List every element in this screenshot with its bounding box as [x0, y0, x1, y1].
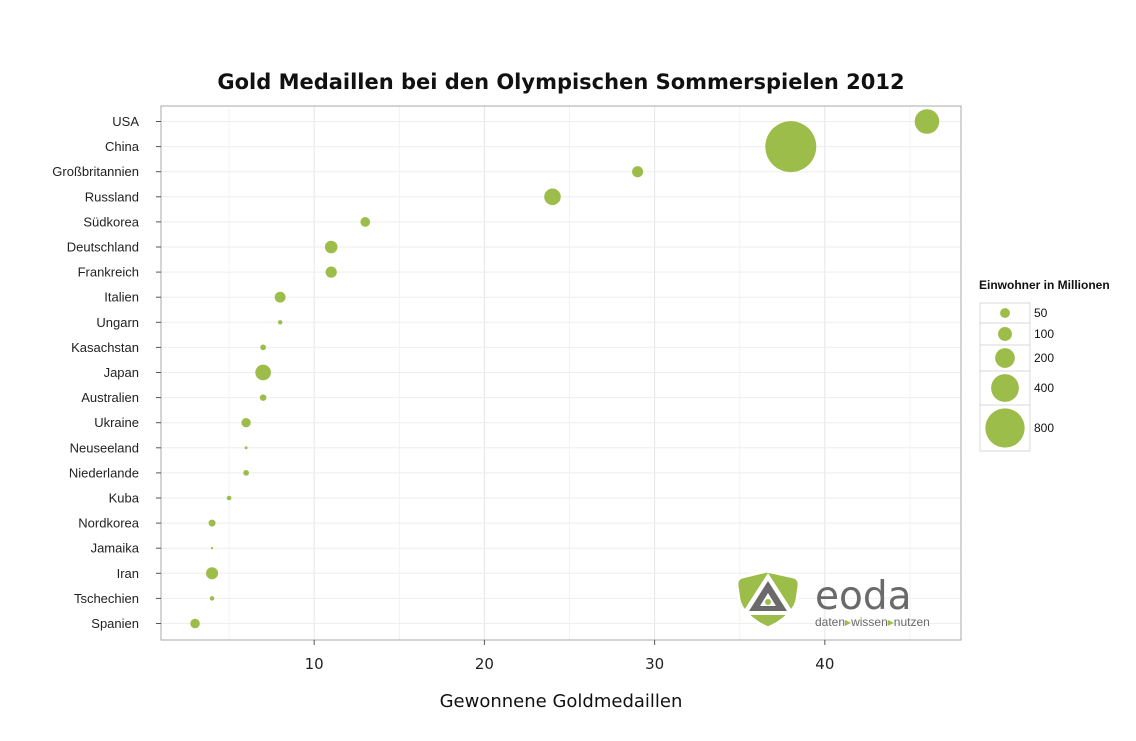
data-point	[914, 109, 940, 134]
legend-circle	[985, 408, 1025, 448]
data-point	[243, 470, 249, 476]
legend-label: 50	[1034, 306, 1048, 320]
data-point	[190, 618, 200, 629]
data-point	[765, 121, 817, 173]
data-point	[210, 547, 214, 550]
y-tick-label: Ukraine	[94, 415, 139, 430]
eoda-logo-mark	[735, 569, 801, 630]
data-point	[206, 567, 219, 580]
data-point	[544, 188, 561, 206]
data-point	[208, 519, 216, 527]
data-point	[226, 495, 232, 501]
legend-title: Einwohner in Millionen	[979, 278, 1110, 292]
y-tick-label: Tschechien	[74, 591, 139, 606]
y-tick-label: Kuba	[109, 491, 140, 506]
y-tick-label: Australien	[81, 390, 139, 405]
legend-circle	[998, 327, 1012, 341]
y-tick-label: Südkorea	[83, 214, 139, 229]
size-legend: Einwohner in Millionen 50 100 200 400 800	[979, 278, 1110, 452]
y-tick-label: Russland	[85, 189, 139, 204]
y-tick-label: Neuseeland	[70, 440, 139, 455]
y-tick-label: USA	[112, 114, 139, 129]
y-tick-label: Spanien	[91, 616, 139, 631]
y-tick-label: Frankreich	[78, 265, 139, 280]
x-axis-label: Gewonnene Goldmedaillen	[440, 691, 683, 712]
legend-circle	[991, 374, 1019, 402]
y-tick-label: Italien	[104, 290, 139, 305]
data-point	[244, 446, 248, 450]
logo-wordmark: eoda	[815, 574, 912, 619]
y-tick-label: China	[105, 139, 140, 154]
chart-title: Gold Medaillen bei den Olympischen Somme…	[217, 70, 904, 94]
data-point	[324, 240, 338, 254]
data-point	[255, 364, 271, 381]
x-axis: 10 20 30 40	[305, 640, 834, 673]
legend-label: 400	[1034, 381, 1054, 395]
data-point	[260, 344, 266, 351]
logo-tagline-nutzen: nutzen	[894, 615, 930, 629]
y-tick-label: Jamaika	[91, 541, 140, 556]
y-tick-label: Japan	[104, 365, 139, 380]
x-tick-label: 30	[645, 655, 664, 673]
data-point	[360, 217, 371, 227]
x-tick-label: 10	[305, 655, 324, 673]
y-tick-label: Deutschland	[67, 240, 139, 255]
legend-circle	[995, 348, 1015, 368]
logo-tagline: daten▸wissen▸nutzen	[815, 615, 930, 629]
data-point	[274, 291, 286, 303]
data-point	[325, 266, 337, 278]
data-point	[632, 166, 644, 178]
legend-circle	[1000, 308, 1010, 318]
y-tick-label: Iran	[117, 566, 139, 581]
grid	[161, 106, 961, 640]
y-tick-label: Ungarn	[96, 315, 139, 330]
x-tick-label: 40	[815, 655, 834, 673]
y-tick-label: Niederlande	[69, 465, 139, 480]
legend-label: 800	[1034, 421, 1054, 435]
logo-tagline-daten: daten	[815, 615, 845, 629]
y-tick-label: Nordkorea	[78, 516, 139, 531]
y-tick-label: Kasachstan	[71, 340, 139, 355]
y-axis: USA China Großbritannien Russland Südkorea De…	[52, 114, 161, 631]
logo-tagline-arrow-2: ▸	[888, 615, 894, 629]
logo-tagline-arrow-1: ▸	[845, 615, 851, 629]
data-point	[259, 394, 267, 401]
x-tick-label: 20	[475, 655, 494, 673]
eoda-logo: eoda daten▸wissen▸nutzen	[735, 569, 930, 630]
data-point	[209, 596, 215, 601]
legend-label: 200	[1034, 351, 1054, 365]
data-point	[241, 418, 251, 428]
data-points	[190, 109, 940, 629]
data-point	[277, 320, 283, 325]
logo-tagline-wissen: wissen	[850, 615, 888, 629]
y-tick-label: Großbritannien	[52, 164, 139, 179]
legend-label: 100	[1034, 327, 1054, 341]
